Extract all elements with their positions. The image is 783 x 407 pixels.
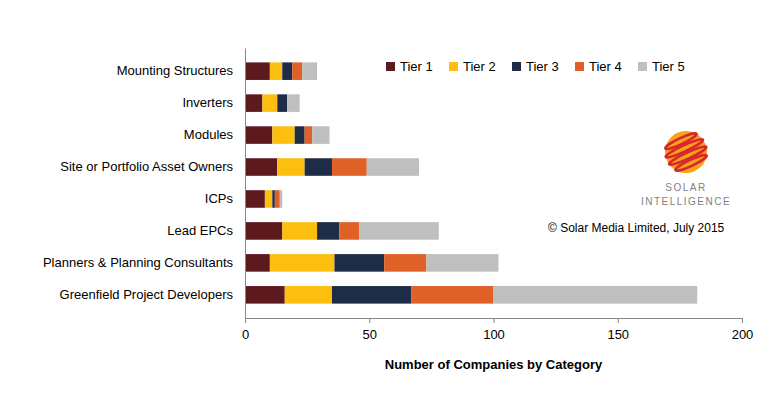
bar-segment [312, 126, 329, 144]
series [262, 62, 334, 303]
tick: Planners & Planning Consultants [43, 255, 234, 270]
legend-label: Tier 2 [463, 59, 496, 74]
tick: Inverters [182, 95, 233, 110]
bar-segment [277, 158, 304, 176]
bar-segment [334, 254, 384, 272]
legend-swatch [512, 62, 521, 71]
tick-label: 0 [242, 327, 249, 342]
logo-stripe [674, 153, 708, 173]
bar-segment [332, 286, 412, 304]
bars [245, 62, 697, 303]
series [280, 62, 697, 303]
bar-segment [359, 222, 439, 240]
tick-label: 100 [483, 327, 505, 342]
legend-label: Tier 3 [526, 59, 559, 74]
bar-segment [245, 222, 282, 240]
tick-mark [369, 318, 370, 323]
bar-segment [292, 62, 302, 80]
tick-mark [245, 318, 246, 323]
bar-segment [245, 254, 270, 272]
category-label: Modules [184, 127, 234, 142]
bar-segment [332, 158, 367, 176]
legend-swatch [575, 62, 584, 71]
bar-segment [245, 190, 265, 208]
bar-segment [245, 94, 262, 112]
bar-segment [367, 158, 419, 176]
legend-label: Tier 4 [589, 59, 622, 74]
bar-segment [277, 94, 287, 112]
bar-segment [426, 254, 498, 272]
bar-segment [245, 62, 270, 80]
category-label: Site or Portfolio Asset Owners [60, 159, 233, 174]
tick: 150 [607, 318, 629, 342]
legend-swatch [386, 62, 395, 71]
category-label: ICPs [205, 191, 234, 206]
bar-segment [245, 286, 285, 304]
legend-label: Tier 1 [400, 59, 433, 74]
legend: Tier 1 Tier 2 Tier 3 Tier 4 Tier 5 [386, 59, 685, 74]
bar-segment [272, 190, 274, 208]
tick: Site or Portfolio Asset Owners [60, 159, 233, 174]
tick: 50 [363, 318, 377, 342]
bar-segment [262, 94, 277, 112]
category-label: Lead EPCs [167, 223, 233, 238]
annotation: SOLAR [665, 182, 706, 193]
bar-segment [494, 286, 698, 304]
bar-segment [280, 190, 282, 208]
tick-mark [494, 318, 495, 323]
x-axis-title: Number of Companies by Category [385, 357, 603, 372]
category-label: Planners & Planning Consultants [43, 255, 234, 270]
bar-segment [270, 254, 335, 272]
annotation: INTELLIGENCE [641, 196, 731, 207]
bar-segment [295, 126, 305, 144]
bar-segment [384, 254, 426, 272]
tick: 100 [483, 318, 505, 342]
tick-label: 150 [607, 327, 629, 342]
bar-segment [270, 62, 282, 80]
bar-segment [317, 222, 339, 240]
tick: Lead EPCs [167, 223, 233, 238]
category-label: Inverters [182, 95, 233, 110]
tick: Modules [184, 127, 234, 142]
legend-label: Tier 5 [652, 59, 685, 74]
logo-sphere [665, 131, 707, 173]
bar-segment [245, 158, 277, 176]
tick: 200 [732, 318, 754, 342]
bar-segment [282, 222, 317, 240]
tick-mark [618, 318, 619, 323]
bar-segment [411, 286, 493, 304]
bar-segment [272, 126, 294, 144]
bar-segment [282, 62, 292, 80]
category-label: Mounting Structures [117, 63, 234, 78]
tick-label: 200 [732, 327, 754, 342]
bar-segment [287, 94, 299, 112]
logo [664, 131, 708, 173]
x-axis: 0 50 100 150 200 [242, 318, 753, 342]
bar-segment [245, 126, 272, 144]
tick-label: 50 [363, 327, 377, 342]
tick: Mounting Structures [117, 63, 234, 78]
annotation: © Solar Media Limited, July 2015 [548, 221, 725, 235]
tick: Greenfield Project Developers [60, 287, 234, 302]
bar-segment [339, 222, 359, 240]
tick: ICPs [205, 191, 234, 206]
bar-segment [275, 190, 280, 208]
bar-segment [285, 286, 332, 304]
tick-mark [742, 318, 743, 323]
chart: 0 50 100 150 200 Mounting Structures Inverters… [0, 0, 783, 407]
category-label: Greenfield Project Developers [60, 287, 234, 302]
bar-segment [305, 126, 312, 144]
bar-segment [305, 158, 332, 176]
bar-segment [265, 190, 272, 208]
bar-segment [302, 62, 317, 80]
legend-swatch [638, 62, 647, 71]
axis-line [246, 319, 743, 324]
y-axis: Mounting Structures Inverters Modules Site … [43, 49, 246, 319]
legend-swatch [449, 62, 458, 71]
tick: 0 [242, 318, 249, 342]
axis-line [245, 49, 246, 319]
